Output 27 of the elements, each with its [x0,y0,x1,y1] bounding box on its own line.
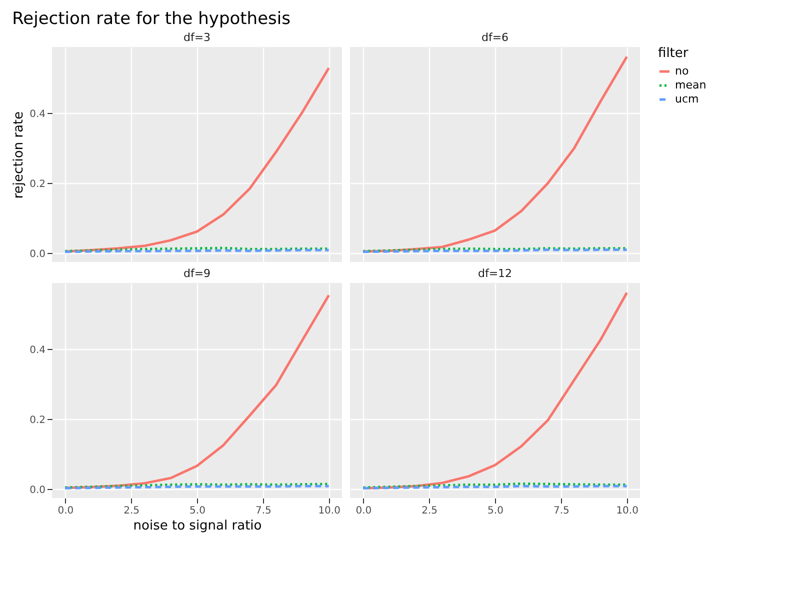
x-tick-label: 5.0 [488,506,504,516]
x-tick-label: 2.5 [124,506,140,516]
chart-subtitle: df=6 [481,31,509,44]
chart-subtitle: df=12 [478,267,512,280]
y-tick-label: 0.4 [30,344,46,356]
x-tick-label: 5.0 [190,506,206,516]
x-tick-label: 10.0 [318,506,340,516]
legend-label: ucm [675,92,699,106]
chart-subtitle: df=3 [183,31,211,44]
y-tick-label: 0.0 [30,248,46,260]
x-tick-label: 2.5 [422,506,438,516]
y-tick-label: 0.0 [30,484,46,496]
x-tick-label: 0.0 [58,506,74,516]
x-tick-label: 7.5 [553,506,570,516]
y-tick-label: 0.4 [30,108,46,120]
x-axis-title: noise to signal ratio [133,518,262,534]
x-tick-label: 0.0 [356,506,372,516]
y-tick-label: 0.2 [30,178,46,190]
legend-label: mean [675,78,706,92]
y-axis-title: rejection rate [12,111,27,199]
legend-title: filter [658,46,689,61]
legend-label: no [675,64,689,78]
chart-title: Rejection rate for the hypothesis [12,9,291,29]
x-tick-label: 10.0 [616,506,638,516]
y-tick-label: 0.2 [30,414,46,426]
x-tick-label: 7.5 [255,506,272,516]
chart-subtitle: df=9 [183,267,211,280]
